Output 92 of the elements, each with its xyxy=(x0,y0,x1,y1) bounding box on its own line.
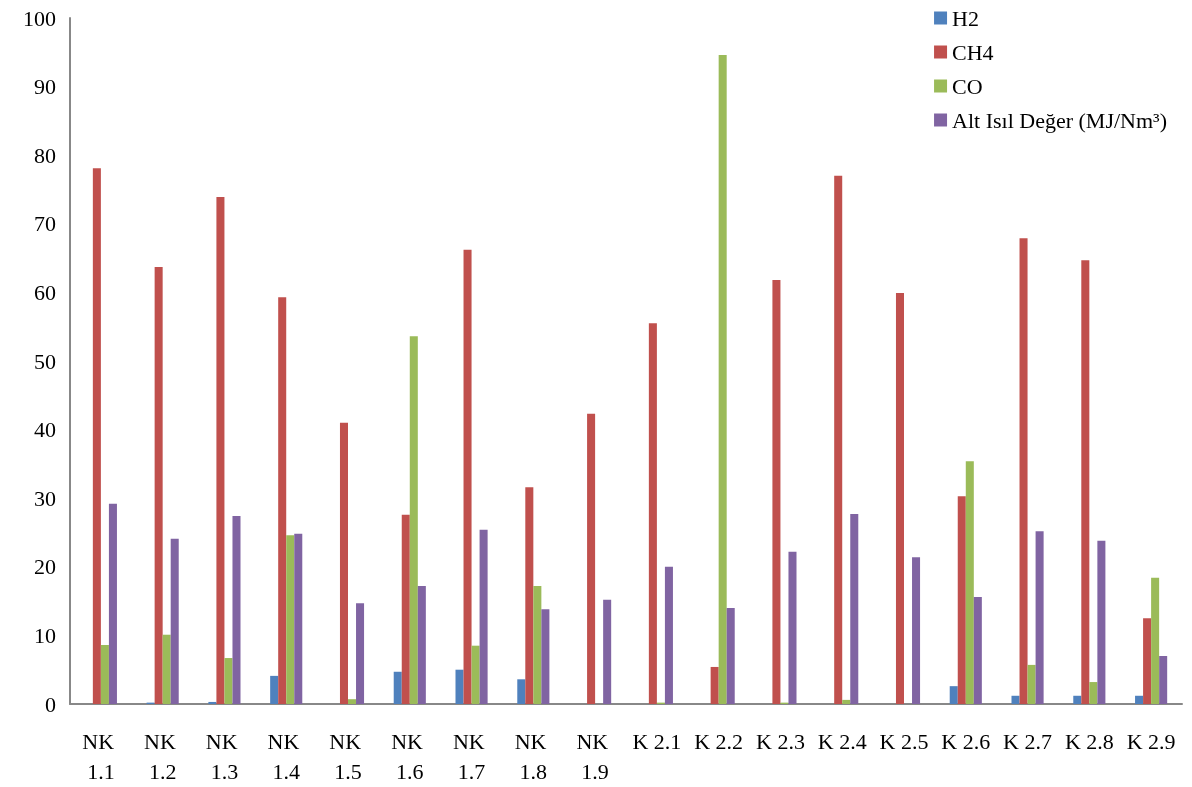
bar xyxy=(834,175,843,704)
y-tick-label: 100 xyxy=(23,5,56,31)
bar xyxy=(850,513,859,704)
bar xyxy=(718,55,727,704)
x-tick-label: NK 1.3 xyxy=(205,728,244,784)
y-tick-label: 10 xyxy=(34,622,56,648)
bar xyxy=(1011,695,1020,704)
x-tick-label: K 2.9 xyxy=(1126,728,1176,754)
bar xyxy=(1027,664,1036,704)
bar xyxy=(232,516,241,704)
y-tick-label: 80 xyxy=(34,142,56,168)
y-tick-label: 90 xyxy=(34,74,56,100)
bar xyxy=(216,197,225,704)
bar xyxy=(587,413,596,704)
x-tick-label: K 2.5 xyxy=(879,728,929,754)
y-tick-label: 30 xyxy=(34,485,56,511)
bar xyxy=(348,699,357,704)
bar xyxy=(1135,695,1144,704)
bar xyxy=(208,701,217,704)
bar xyxy=(278,297,287,704)
bar xyxy=(463,249,472,704)
x-tick-label: K 2.7 xyxy=(1003,728,1052,754)
bar xyxy=(170,538,179,704)
bar xyxy=(912,557,921,704)
bar xyxy=(270,675,279,704)
bar xyxy=(1073,695,1082,704)
bar xyxy=(648,323,657,704)
x-tick-label: K 2.8 xyxy=(1064,728,1114,754)
bar xyxy=(100,645,109,704)
y-tick-label: 40 xyxy=(34,417,56,443)
y-tick-label: 0 xyxy=(45,691,56,717)
bar xyxy=(517,679,526,704)
bar xyxy=(92,168,101,704)
bar xyxy=(541,609,550,704)
bar xyxy=(726,607,735,704)
bar xyxy=(224,658,233,704)
x-tick-label: K 2.1 xyxy=(632,728,682,754)
bar xyxy=(842,699,851,704)
bar xyxy=(1035,531,1044,704)
bar xyxy=(294,533,303,704)
bar xyxy=(356,603,365,704)
bar xyxy=(286,535,295,704)
bar xyxy=(895,293,904,704)
bar xyxy=(957,496,966,704)
x-tick-label: NK 1.1 xyxy=(82,728,120,784)
bar xyxy=(1089,682,1098,704)
x-tick-label: NK 1.2 xyxy=(144,728,182,784)
bar xyxy=(1081,260,1090,704)
bar xyxy=(339,422,348,704)
y-tick-label: 70 xyxy=(34,211,56,237)
bar xyxy=(108,503,117,704)
x-tick-label: K 2.2 xyxy=(694,728,744,754)
x-tick-label: K 2.6 xyxy=(941,728,991,754)
bar xyxy=(1143,618,1152,704)
bar xyxy=(401,514,410,704)
bar xyxy=(525,487,534,704)
bar xyxy=(1097,540,1106,704)
bar xyxy=(409,336,418,704)
x-tick-label: NK 1.4 xyxy=(267,728,305,784)
y-tick-label: 60 xyxy=(34,279,56,305)
bar xyxy=(788,551,797,704)
y-tick-label: 20 xyxy=(34,554,56,580)
legend-label: H2 xyxy=(952,5,979,31)
bar xyxy=(664,566,673,704)
bar xyxy=(455,669,464,704)
bar xyxy=(471,645,480,704)
bar xyxy=(533,586,542,704)
bar xyxy=(1151,577,1160,704)
x-tick-label: NK 1.9 xyxy=(576,728,614,784)
bar xyxy=(949,686,958,704)
x-tick-label: K 2.3 xyxy=(756,728,805,754)
x-tick-label: NK 1.6 xyxy=(391,728,429,784)
bar xyxy=(1159,655,1168,704)
bar xyxy=(965,461,974,704)
bar xyxy=(154,267,163,704)
bar xyxy=(417,586,426,704)
y-tick-label: 50 xyxy=(34,348,56,374)
bar xyxy=(479,529,488,704)
bar xyxy=(710,666,719,704)
x-tick-label: K 2.4 xyxy=(817,728,867,754)
bar xyxy=(393,671,402,704)
x-tick-label: NK 1.7 xyxy=(452,728,491,784)
bar xyxy=(973,596,982,704)
x-tick-label: NK 1.8 xyxy=(514,728,552,784)
bar xyxy=(603,599,612,704)
legend-label: CO xyxy=(952,73,983,99)
bar xyxy=(772,280,781,704)
bar xyxy=(162,634,171,704)
legend-label: CH4 xyxy=(952,39,994,65)
legend-label: Alt Isıl Değer (MJ/Nm³) xyxy=(952,107,1167,133)
x-tick-label: NK 1.5 xyxy=(329,728,367,784)
bar xyxy=(1019,238,1028,704)
